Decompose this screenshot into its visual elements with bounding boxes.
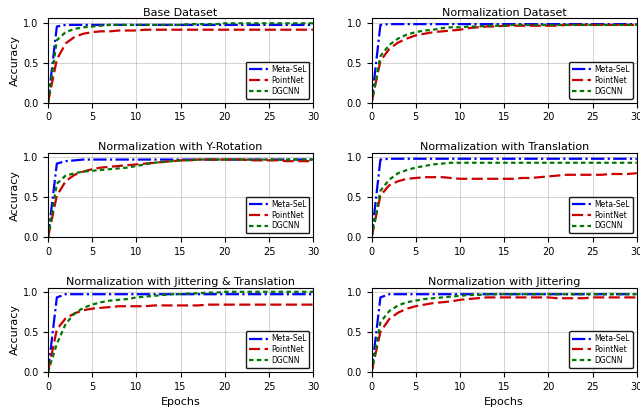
Y-axis label: Accuracy: Accuracy [10,170,20,221]
X-axis label: Epochs: Epochs [484,397,524,407]
Y-axis label: Accuracy: Accuracy [10,35,20,86]
Legend: Meta-SeL, PointNet, DGCNN: Meta-SeL, PointNet, DGCNN [246,62,309,99]
Title: Normalization with Y-Rotation: Normalization with Y-Rotation [99,142,263,152]
Title: Normalization Dataset: Normalization Dataset [442,8,566,18]
Title: Normalization with Jittering & Translation: Normalization with Jittering & Translati… [66,277,295,287]
Legend: Meta-SeL, PointNet, DGCNN: Meta-SeL, PointNet, DGCNN [569,62,633,99]
X-axis label: Epochs: Epochs [161,397,200,407]
Y-axis label: Accuracy: Accuracy [10,305,20,356]
Legend: Meta-SeL, PointNet, DGCNN: Meta-SeL, PointNet, DGCNN [246,331,309,368]
Legend: Meta-SeL, PointNet, DGCNN: Meta-SeL, PointNet, DGCNN [569,196,633,233]
Legend: Meta-SeL, PointNet, DGCNN: Meta-SeL, PointNet, DGCNN [569,331,633,368]
Title: Base Dataset: Base Dataset [143,8,218,18]
Legend: Meta-SeL, PointNet, DGCNN: Meta-SeL, PointNet, DGCNN [246,196,309,233]
Title: Normalization with Jittering: Normalization with Jittering [428,277,580,287]
Title: Normalization with Translation: Normalization with Translation [420,142,589,152]
